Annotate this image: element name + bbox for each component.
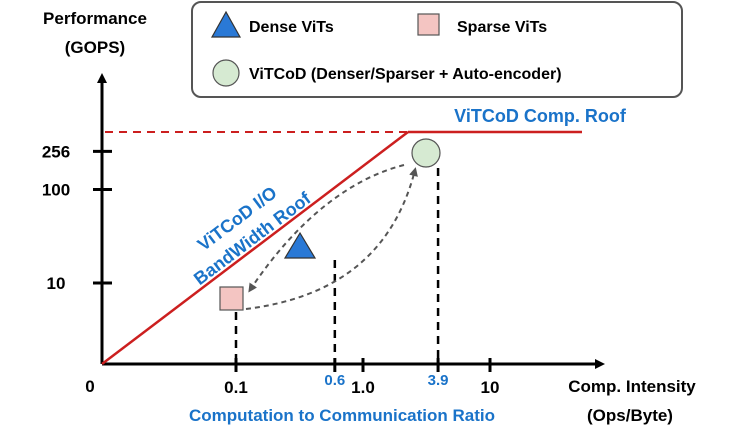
x-tick-label: 1.0 <box>351 378 375 397</box>
legend-circle-icon <box>212 59 240 87</box>
y-tick-label: 100 <box>42 181 70 200</box>
legend-dense-label: Dense ViTs <box>249 19 334 36</box>
y-tick-label: 10 <box>47 274 66 293</box>
x-tick-label: 0.6 <box>324 372 345 389</box>
bandwidth-roof <box>101 131 409 365</box>
arrow-sparse-to-vitcod <box>245 167 418 310</box>
y-tick-label: 256 <box>42 142 70 161</box>
comp-roof-label: ViTCoD Comp. Roof <box>454 106 627 126</box>
origin-label: 0 <box>85 377 94 396</box>
x-tick-label: 10 <box>481 378 500 397</box>
legend-triangle-icon <box>210 10 242 38</box>
legend-box <box>191 1 683 98</box>
y-axis-label-line1: Performance <box>43 9 147 28</box>
legend-vitcod-label: ViTCoD (Denser/Sparser + Auto-encoder) <box>249 66 562 83</box>
x-tick-label: 0.1 <box>224 378 248 397</box>
point-sparse-vits <box>219 286 244 311</box>
x-axis-subtitle: Computation to Communication Ratio <box>189 406 495 425</box>
point-dense-vits <box>283 231 317 259</box>
point-vitcod <box>411 138 441 168</box>
x-tick-label: 3.9 <box>428 372 449 389</box>
arrow-vitcod-to-sparse <box>248 164 405 293</box>
y-axis-label-line2: (GOPS) <box>65 38 125 57</box>
x-axis-unit: (Ops/Byte) <box>587 406 673 425</box>
legend-sparse-label: Sparse ViTs <box>457 19 547 36</box>
x-axis-label: Comp. Intensity <box>568 377 696 396</box>
legend-square-icon <box>417 13 440 36</box>
